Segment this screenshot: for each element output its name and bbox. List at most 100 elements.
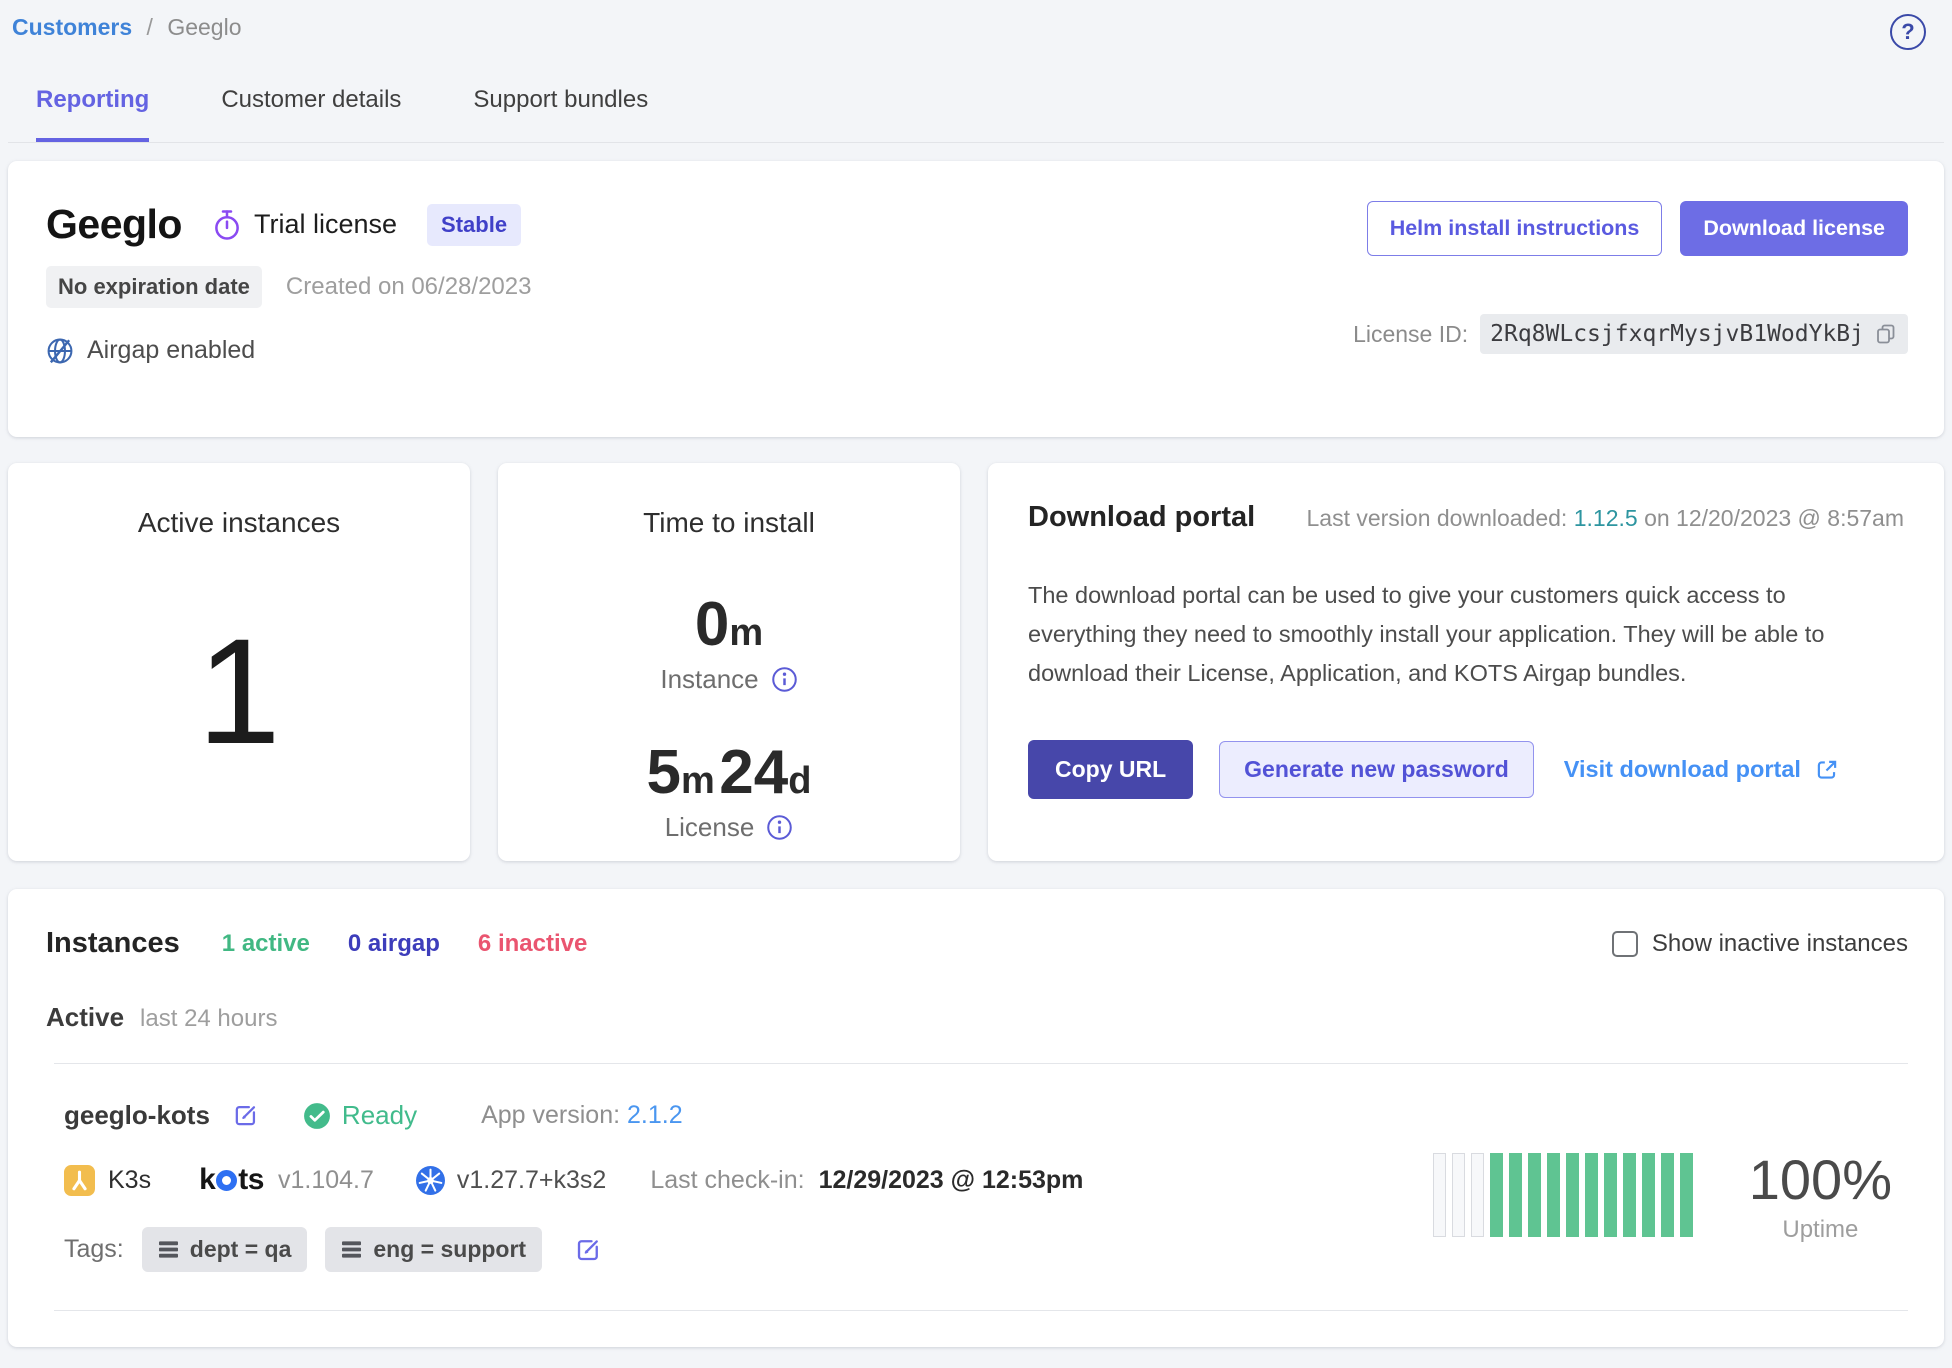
license-type: Trial license (212, 209, 397, 241)
copy-icon[interactable] (1874, 322, 1898, 346)
check-circle-icon (303, 1102, 331, 1130)
instance-details: geeglo-kots (64, 1100, 1083, 1272)
created-date: Created on 06/28/2023 (285, 273, 532, 300)
breadcrumb-current: Geeglo (167, 14, 242, 40)
edit-name-icon[interactable] (232, 1102, 259, 1129)
download-portal-card: Download portal Last version downloaded:… (988, 463, 1944, 861)
tab-customer-details[interactable]: Customer details (221, 86, 402, 113)
tag-chip: dept = qa (141, 1227, 308, 1272)
last-version-downloaded: Last version downloaded: 1.12.5 on 12/20… (1306, 505, 1904, 531)
active-instances-count: 1 (197, 607, 281, 775)
help-button[interactable]: ? (1890, 14, 1926, 50)
license-id-row: License ID: 2Rq8WLcsjfxqrMysjvB1WodYkBj (1353, 314, 1908, 354)
uptime-bar (1489, 1153, 1503, 1237)
question-mark-icon: ? (1901, 19, 1915, 44)
edit-tags-icon[interactable] (574, 1236, 602, 1264)
time-to-install-card: Time to install 0m Instance 5m 24d (498, 463, 960, 861)
top-bar: Customers / Geeglo ? (8, 0, 1944, 50)
uptime-label: Uptime (1782, 1215, 1859, 1243)
customer-summary-left: Geeglo Trial license Stable No exp (46, 201, 531, 403)
customer-name: Geeglo (46, 201, 182, 247)
helm-install-instructions-button[interactable]: Helm install instructions (1366, 201, 1663, 256)
airgap-count-filter[interactable]: 0 airgap (347, 929, 440, 957)
tags-row: Tags: dept = qa (64, 1227, 1083, 1272)
license-id-badge: 2Rq8WLcsjfxqrMysjvB1WodYkBj (1480, 314, 1908, 354)
last-checkin-label: Last check-in: (650, 1165, 805, 1194)
active-instances-title: Active instances (137, 507, 341, 538)
license-id-label: License ID: (1353, 320, 1469, 347)
k8s-version: v1.27.7+k3s2 (456, 1165, 607, 1194)
airgap-status: Airgap enabled (46, 336, 531, 365)
uptime-bar (1546, 1153, 1560, 1237)
tag-chip: eng = support (325, 1227, 543, 1272)
instances-title: Instances (46, 927, 180, 959)
tab-bar: Reporting Customer details Support bundl… (8, 50, 1944, 143)
uptime-bar (1470, 1153, 1484, 1237)
uptime-bar-chart (1432, 1153, 1693, 1237)
instance-name: geeglo-kots (64, 1100, 210, 1130)
time-to-install-title: Time to install (643, 507, 815, 538)
channel-badge: Stable (427, 203, 522, 246)
breadcrumb: Customers / Geeglo (12, 14, 242, 41)
uptime-bar (1679, 1153, 1693, 1237)
tab-support-bundles[interactable]: Support bundles (473, 86, 649, 113)
license-install-label: License (498, 812, 960, 843)
uptime-bar (1641, 1153, 1655, 1237)
uptime-bar (1565, 1153, 1579, 1237)
customer-summary-right: Helm install instructions Download licen… (1353, 201, 1908, 403)
instance-meta-line: K3s k ts v1.104.7 (64, 1163, 1083, 1197)
uptime-bar (1622, 1153, 1636, 1237)
tags-label: Tags: (64, 1235, 124, 1263)
external-link-icon (1814, 757, 1840, 783)
instance-status: Ready (303, 1100, 417, 1131)
download-portal-description: The download portal can be used to give … (1028, 582, 1825, 686)
tab-reporting[interactable]: Reporting (36, 86, 150, 142)
active-count-filter[interactable]: 1 active (221, 929, 310, 957)
instances-card: Instances 1 active 0 airgap 6 inactive S… (8, 889, 1944, 1347)
customer-summary-card: Geeglo Trial license Stable No exp (8, 161, 1944, 437)
uptime-bar (1660, 1153, 1674, 1237)
tag-bars-icon (341, 1240, 362, 1259)
inactive-count-filter[interactable]: 6 inactive (477, 929, 588, 957)
instance-install-time: 0m (694, 590, 764, 659)
license-install-time: 5m 24d (646, 738, 812, 807)
tag-bars-icon (158, 1240, 179, 1259)
active-instances-card: Active instances 1 (8, 463, 470, 861)
uptime-percentage: 100% (1748, 1147, 1892, 1211)
distribution-name: K3s (108, 1165, 152, 1194)
show-inactive-toggle[interactable]: Show inactive instances (1611, 930, 1908, 958)
info-icon[interactable] (771, 666, 798, 693)
breadcrumb-customers-link[interactable]: Customers (12, 14, 133, 40)
k3s-icon (64, 1164, 95, 1196)
uptime-bar (1451, 1153, 1465, 1237)
generate-password-button[interactable]: Generate new password (1219, 741, 1534, 799)
uptime-block: 100% Uptime (1432, 1118, 1892, 1272)
show-inactive-checkbox[interactable] (1611, 930, 1638, 957)
divider (54, 1063, 1908, 1064)
kots-version: v1.104.7 (277, 1165, 374, 1194)
visit-download-portal-link[interactable]: Visit download portal (1564, 756, 1840, 783)
active-section-timeframe: last 24 hours (140, 1005, 278, 1032)
uptime-bar (1584, 1153, 1598, 1237)
expiration-badge: No expiration date (46, 266, 262, 308)
globe-slash-icon (46, 337, 74, 365)
app-version-link[interactable]: 2.1.2 (627, 1101, 683, 1129)
download-portal-title: Download portal (1028, 501, 1256, 533)
last-checkin-value: 12/29/2023 @ 12:53pm (818, 1165, 1084, 1194)
version-link[interactable]: 1.12.5 (1573, 505, 1638, 531)
trial-timer-icon (212, 209, 242, 241)
divider (54, 1310, 1908, 1311)
uptime-bar (1432, 1153, 1446, 1237)
uptime-bar (1508, 1153, 1522, 1237)
info-icon[interactable] (766, 814, 793, 841)
copy-url-button[interactable]: Copy URL (1028, 740, 1194, 800)
license-id-value: 2Rq8WLcsjfxqrMysjvB1WodYkBj (1490, 321, 1864, 347)
kubernetes-icon (415, 1165, 445, 1195)
download-license-button[interactable]: Download license (1680, 201, 1908, 256)
app-version: App version: 2.1.2 (481, 1101, 683, 1129)
instance-install-label: Instance (498, 664, 960, 695)
active-section-label: Active (46, 1002, 125, 1032)
uptime-bar (1603, 1153, 1617, 1237)
kots-o-mark (216, 1169, 238, 1191)
